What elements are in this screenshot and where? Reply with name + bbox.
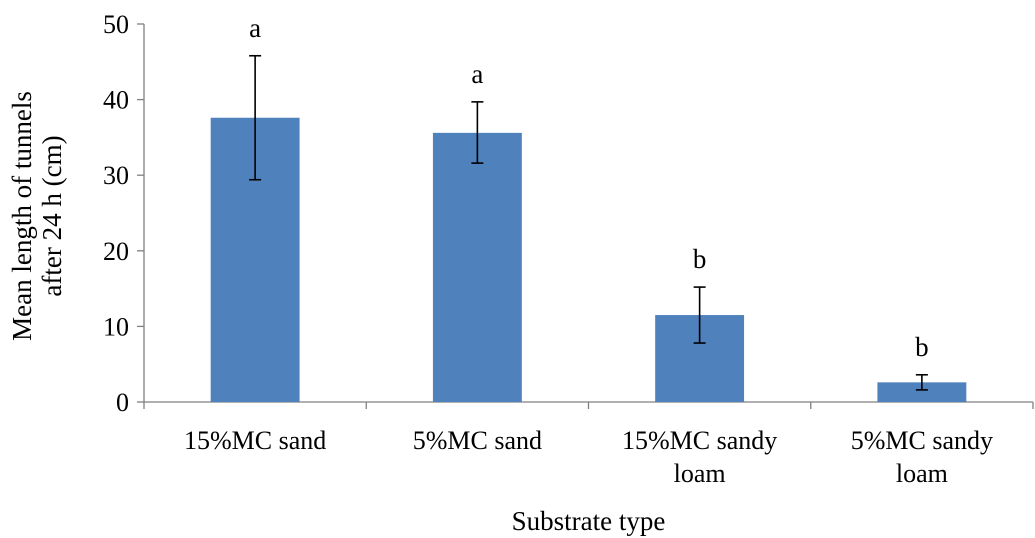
x-category-label-line: 15%MC sandy xyxy=(622,426,777,455)
y-tick-label: 0 xyxy=(116,388,129,417)
bar xyxy=(877,382,967,402)
error-bars xyxy=(249,54,928,391)
x-category-label-line: loam xyxy=(674,459,726,488)
x-category-label: 5%MC sandy loam xyxy=(851,426,993,488)
y-axis-title-line: after 24 h (cm) xyxy=(37,135,67,296)
y-axis-title: Mean length of tunnelsafter 24 h (cm) xyxy=(7,91,67,341)
significance-letter: a xyxy=(249,13,261,43)
y-tick-label: 20 xyxy=(103,237,129,266)
x-category-label-line: 15%MC sand xyxy=(184,426,326,455)
x-category-label: 15%MC sand xyxy=(184,426,326,455)
x-category-label-line: 5%MC sand xyxy=(413,426,542,455)
significance-letter: b xyxy=(915,332,929,362)
significance-letter: a xyxy=(471,59,483,89)
bar xyxy=(432,132,522,402)
y-tick-label: 30 xyxy=(103,161,129,190)
x-axis-title: Substrate type xyxy=(512,506,666,536)
significance-letter: b xyxy=(693,244,707,274)
labels: a 15%MC sand a 5%MC sand b 15%MC sandy loam b 5%… xyxy=(7,13,993,536)
x-category-label-line: loam xyxy=(896,459,948,488)
y-tick-label: 50 xyxy=(103,10,129,39)
y-tick-label: 10 xyxy=(103,312,129,341)
x-category-label-line: 5%MC sandy xyxy=(851,426,993,455)
y-axis-title-line: Mean length of tunnels xyxy=(7,91,37,341)
x-category-label: 5%MC sand xyxy=(413,426,542,455)
x-category-label: 15%MC sandy loam xyxy=(622,426,777,488)
y-tick-label: 40 xyxy=(103,86,129,115)
bars xyxy=(210,117,967,402)
